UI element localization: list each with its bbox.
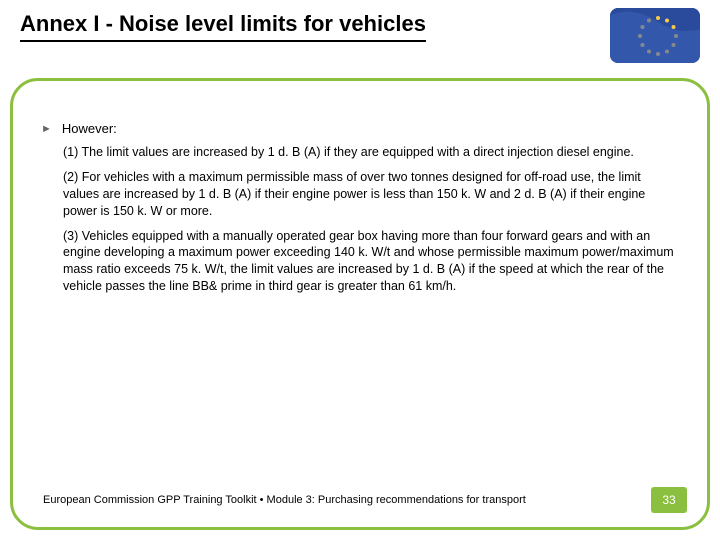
page-number: 33 <box>662 493 675 507</box>
paragraph-2: (2) For vehicles with a maximum permissi… <box>63 169 679 220</box>
slide-title: Annex I - Noise level limits for vehicle… <box>20 10 426 42</box>
page-number-badge: 33 <box>651 487 687 513</box>
paragraph-1: (1) The limit values are increased by 1 … <box>63 144 679 161</box>
lead-bullet-row: ► However: <box>41 121 679 136</box>
slide: Annex I - Noise level limits for vehicle… <box>0 0 720 540</box>
footer-text: European Commission GPP Training Toolkit… <box>43 494 526 506</box>
bullet-marker-icon: ► <box>41 123 52 135</box>
eu-flag-icon <box>610 8 700 63</box>
header: Annex I - Noise level limits for vehicle… <box>0 0 720 42</box>
paragraph-3: (3) Vehicles equipped with a manually op… <box>63 228 679 296</box>
lead-bullet-text: However: <box>62 121 117 136</box>
content-frame: ► However: (1) The limit values are incr… <box>10 78 710 530</box>
footer: European Commission GPP Training Toolkit… <box>43 487 687 513</box>
eu-flag-logo <box>610 8 700 63</box>
